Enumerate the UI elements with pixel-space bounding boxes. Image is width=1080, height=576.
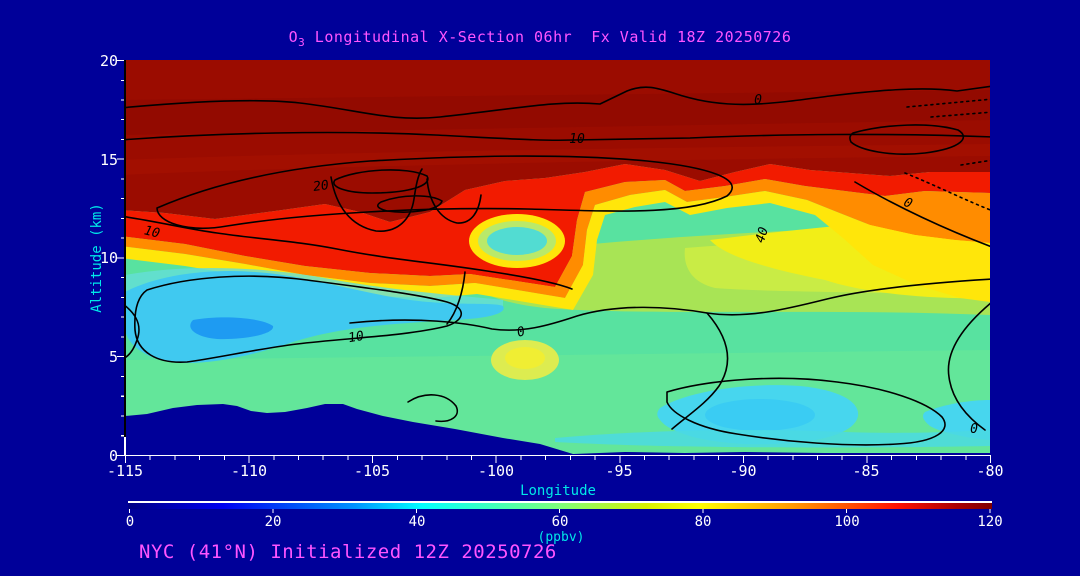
contour-dotted-3 <box>960 159 990 166</box>
colorbar-tick-label: 0 <box>125 514 135 530</box>
init-info-text: NYC (41°N) Initialized 12Z 20250726 <box>139 541 557 563</box>
y-axis-title: Altitude (km) <box>89 203 105 313</box>
contour-right-desc-b <box>947 302 990 431</box>
colorbar-top-line <box>128 501 992 503</box>
contour-label: 10 <box>142 223 161 241</box>
contour-labels: 0 10 20 10 40 0 10 0 0 <box>142 93 978 437</box>
x-tick-label: -115 <box>106 462 144 480</box>
title-rest: Longitudinal X-Section 06hr Fx Valid 18Z… <box>305 28 792 46</box>
contour-dotted-negative <box>904 98 990 211</box>
y-tick-label: 5 <box>108 348 118 366</box>
field-darkred-stripe1 <box>125 90 990 135</box>
contour-terrain-hook <box>407 394 458 423</box>
field-cyan-edge-blob <box>922 400 990 440</box>
contour-topright-loop <box>849 124 965 155</box>
x-tick-label: -90 <box>729 462 757 480</box>
contour-fold-u2 <box>426 178 482 224</box>
x-tick-label: -105 <box>353 462 391 480</box>
colorbar-units-label: (ppbv) <box>537 530 585 545</box>
y-tick-label: 15 <box>99 151 118 169</box>
contour-mid-0-branch <box>671 312 729 430</box>
field-blue-patch <box>190 317 274 340</box>
contour-40-loop-b <box>377 195 443 213</box>
cross-section-plot: 0 10 20 10 40 0 10 0 0 <box>125 60 990 455</box>
contour-dotted-2 <box>930 111 990 118</box>
axis-corner <box>124 437 126 455</box>
colorbar-tick-label: 60 <box>551 514 569 530</box>
contour-20-loop <box>156 155 733 229</box>
y-axis-spine <box>124 60 126 455</box>
field-notch-cyan-core <box>487 227 547 255</box>
x-tick-label: -110 <box>230 462 268 480</box>
x-tick-label: -95 <box>605 462 633 480</box>
field-red-band <box>125 164 990 287</box>
colorbar-tick-label: 40 <box>408 514 426 530</box>
title-o: O <box>288 28 299 46</box>
contour-label: 20 <box>312 178 330 195</box>
contour-fold-tail <box>446 271 466 325</box>
contour-dotted-4 <box>904 172 990 211</box>
x-axis-major-ticks <box>125 456 992 463</box>
contour-right-desc-a <box>854 181 990 248</box>
contour-top-0 <box>125 85 990 119</box>
colorbar-ticks <box>129 509 992 513</box>
contour-40-loop-a <box>333 169 429 194</box>
contour-label: 10 <box>569 132 585 147</box>
contour-lowerright-loop <box>666 377 946 446</box>
contour-mid-0 <box>349 278 990 331</box>
field-cyan-left-pool <box>125 270 504 364</box>
title-subscript: 3 <box>298 36 306 49</box>
field-yellow-spot-inner <box>505 347 545 369</box>
y-tick-label: 20 <box>99 52 118 70</box>
contour-label: 0 <box>754 93 762 108</box>
x-tick-label: -100 <box>477 462 515 480</box>
contour-dotted-1 <box>906 98 990 108</box>
colorbar-tick-label: 20 <box>264 514 282 530</box>
field-darkred-stripe2 <box>125 144 990 175</box>
x-tick-label: -80 <box>976 462 1004 480</box>
terrain-silhouette <box>125 404 990 455</box>
contour-fold-u1 <box>330 168 423 232</box>
contour-label: 40 <box>753 225 772 245</box>
field-cyan-right-core <box>705 399 815 431</box>
contour-label: 0 <box>515 324 527 341</box>
colorbar-tick-label: 100 <box>834 514 860 530</box>
page-title: O3 Longitudinal X-Section 06hr Fx Valid … <box>0 28 1080 49</box>
y-tick-label: 10 <box>99 249 118 267</box>
colorbar-tick-label: 80 <box>694 514 712 530</box>
x-axis-spine <box>124 455 991 456</box>
y-axis-major-ticks <box>117 60 124 456</box>
contour-cyan-loop-10 <box>134 275 463 363</box>
contour-lines <box>125 85 990 446</box>
contour-label: 10 <box>347 329 365 347</box>
contour-label: 0 <box>970 422 978 437</box>
colorbar-gradient <box>128 503 992 509</box>
contour-fold-top <box>125 215 573 290</box>
x-axis-title: Longitude <box>520 483 596 499</box>
y-tick-label: 0 <box>108 447 118 465</box>
field-yellow-band <box>125 190 990 310</box>
colorbar-tick-label: 120 <box>977 514 1003 530</box>
x-tick-label: -85 <box>852 462 880 480</box>
